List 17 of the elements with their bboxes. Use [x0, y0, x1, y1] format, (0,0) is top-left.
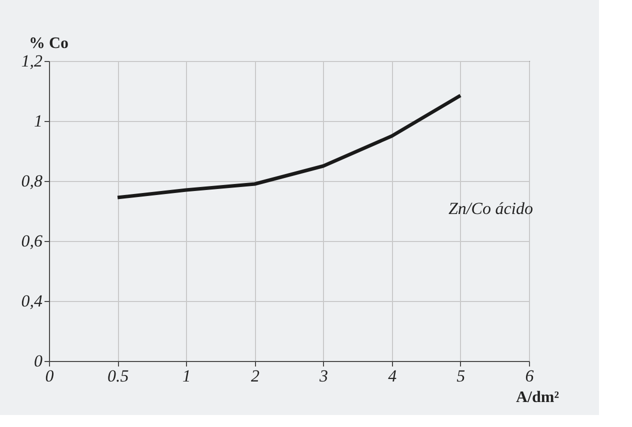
x-tick-label: 0.5 [107, 366, 129, 386]
x-tick-label: 4 [388, 366, 398, 386]
y-tick-label: 1 [34, 112, 42, 130]
y-tick-label: 0 [34, 352, 43, 370]
x-tick-label: 5 [456, 366, 466, 386]
x-tick-label: 6 [525, 366, 534, 386]
y-tick-label: 0,6 [21, 232, 43, 250]
x-axis-title: A/dm² [516, 389, 560, 406]
y-tick-label: 0,8 [21, 172, 43, 190]
y-tick-label: 1,2 [21, 52, 43, 70]
x-tick-label: 1 [182, 366, 191, 386]
line-series [116, 94, 462, 200]
x-tick-label: 3 [318, 366, 328, 386]
x-tick-label: 2 [250, 366, 260, 386]
annotation: Zn/Co ácido [448, 199, 533, 218]
y-axis-title: % Co [29, 35, 69, 52]
y-tick-label: 0,4 [21, 292, 43, 310]
